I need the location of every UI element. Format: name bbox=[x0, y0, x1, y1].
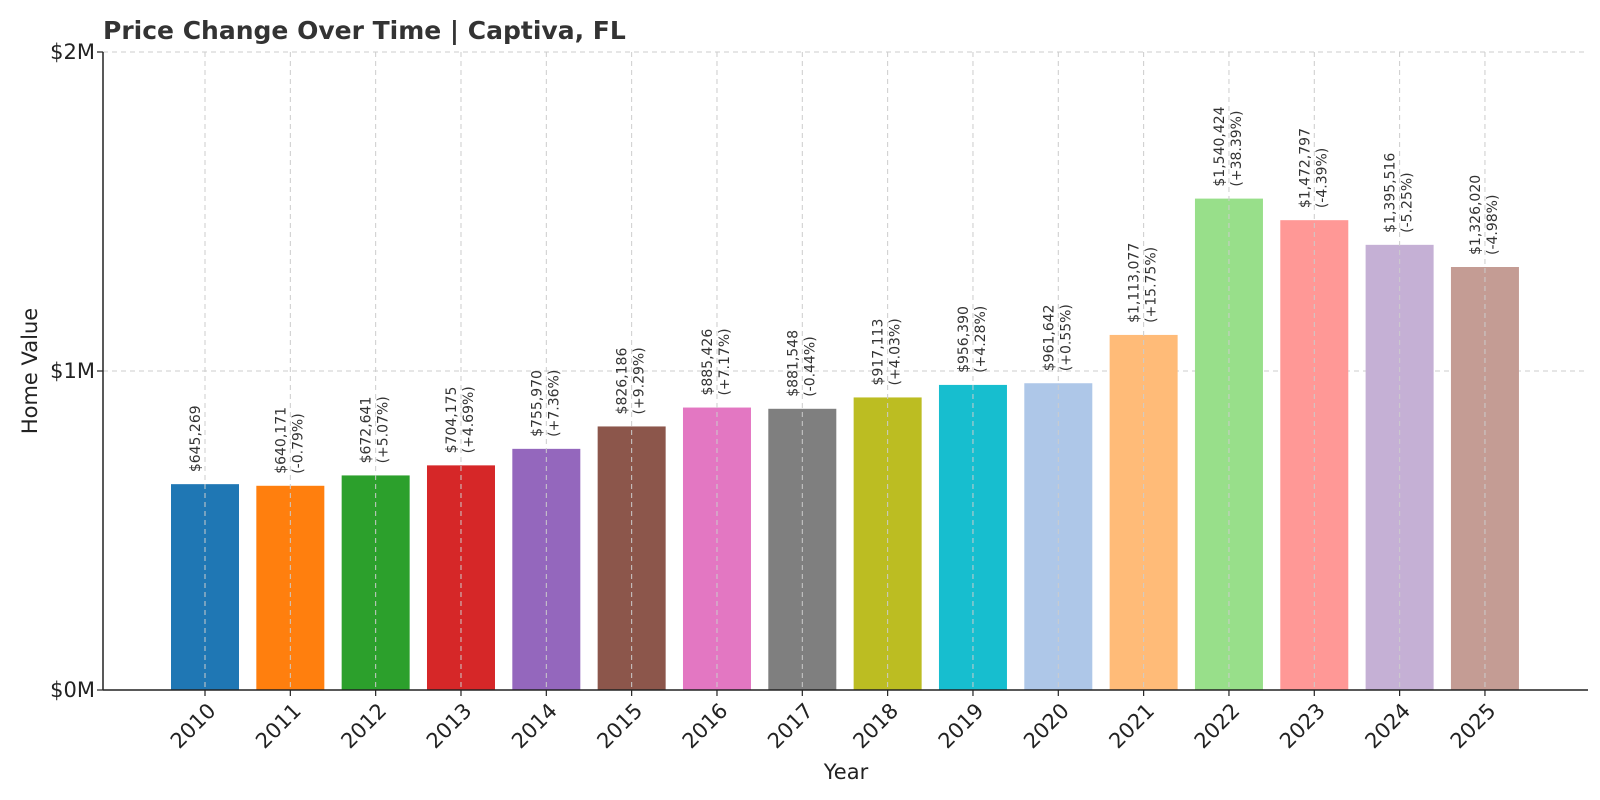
change-label-2012: (+5.07%) bbox=[376, 396, 392, 463]
x-tick-label-2021: 2021 bbox=[1104, 699, 1159, 754]
x-tick-label-2019: 2019 bbox=[934, 699, 989, 754]
change-label-2013: (+4.69%) bbox=[461, 386, 477, 453]
x-tick-label-2024: 2024 bbox=[1360, 699, 1415, 754]
y-tick-label: $1M bbox=[50, 359, 95, 383]
x-axis-label: Year bbox=[823, 760, 869, 784]
grid bbox=[103, 51, 1588, 372]
x-tick-label-2016: 2016 bbox=[678, 699, 733, 754]
y-tick-label: $2M bbox=[50, 40, 95, 64]
value-label-2015: $826,186 bbox=[615, 348, 631, 415]
value-label-2025: $1,326,020 bbox=[1468, 175, 1484, 255]
x-tick-label-2013: 2013 bbox=[422, 699, 477, 754]
bar-2020 bbox=[1024, 383, 1093, 690]
value-label-2011: $640,171 bbox=[273, 407, 289, 474]
change-label-2021: (+15.75%) bbox=[1144, 247, 1160, 323]
x-tick-label-2015: 2015 bbox=[592, 699, 647, 754]
data-labels: $645,269 $640,171 (-0.79%) $672,641 (+5.07%)… bbox=[188, 52, 1501, 690]
change-label-2015: (+9.29%) bbox=[632, 347, 648, 414]
change-label-2018: (+4.03%) bbox=[888, 318, 904, 385]
change-label-2022: (+38.39%) bbox=[1229, 111, 1245, 187]
x-tick-label-2014: 2014 bbox=[507, 699, 562, 754]
x-tick-label-2011: 2011 bbox=[251, 699, 306, 754]
change-label-2016: (+7.17%) bbox=[717, 328, 733, 395]
value-label-2010: $645,269 bbox=[188, 405, 204, 472]
value-label-2023: $1,472,797 bbox=[1297, 128, 1313, 208]
value-label-2013: $704,175 bbox=[444, 387, 460, 454]
x-tick-label-2022: 2022 bbox=[1190, 699, 1245, 754]
value-label-2012: $672,641 bbox=[359, 397, 375, 464]
value-label-2018: $917,113 bbox=[871, 319, 887, 386]
change-label-2017: (-0.44%) bbox=[802, 336, 818, 396]
y-ticks: $0M $1M $2M bbox=[50, 40, 103, 702]
value-label-2022: $1,540,424 bbox=[1212, 106, 1228, 186]
y-axis-label: Home Value bbox=[18, 308, 42, 434]
value-label-2017: $881,548 bbox=[785, 330, 801, 397]
x-ticks: 2010 2011 2012 2013 2014 2015 2016 2017 2018 2019… bbox=[166, 690, 1501, 754]
change-label-2019: (+4.28%) bbox=[973, 306, 989, 373]
change-label-2024: (-5.25%) bbox=[1400, 172, 1416, 232]
value-label-2016: $885,426 bbox=[700, 329, 716, 396]
value-label-2021: $1,113,077 bbox=[1127, 243, 1143, 323]
change-label-2023: (-4.39%) bbox=[1314, 148, 1330, 208]
value-label-2020: $961,642 bbox=[1041, 304, 1057, 371]
x-tick-label-2018: 2018 bbox=[848, 699, 903, 754]
chart-title: Price Change Over Time | Captiva, FL bbox=[103, 16, 626, 45]
value-label-2019: $956,390 bbox=[956, 306, 972, 373]
y-tick-label: $0M bbox=[50, 678, 95, 702]
change-label-2014: (+7.36%) bbox=[546, 370, 562, 437]
change-label-2011: (-0.79%) bbox=[290, 413, 306, 473]
value-label-2024: $1,395,516 bbox=[1383, 153, 1399, 233]
value-label-2014: $755,970 bbox=[529, 370, 545, 437]
change-label-2025: (-4.98%) bbox=[1485, 195, 1501, 255]
x-tick-label-2010: 2010 bbox=[166, 699, 221, 754]
x-tick-label-2017: 2017 bbox=[763, 699, 818, 754]
x-tick-label-2012: 2012 bbox=[336, 699, 391, 754]
x-tick-label-2020: 2020 bbox=[1019, 699, 1074, 754]
x-tick-label-2023: 2023 bbox=[1275, 699, 1330, 754]
change-label-2020: (+0.55%) bbox=[1058, 304, 1074, 371]
x-tick-label-2025: 2025 bbox=[1446, 699, 1501, 754]
